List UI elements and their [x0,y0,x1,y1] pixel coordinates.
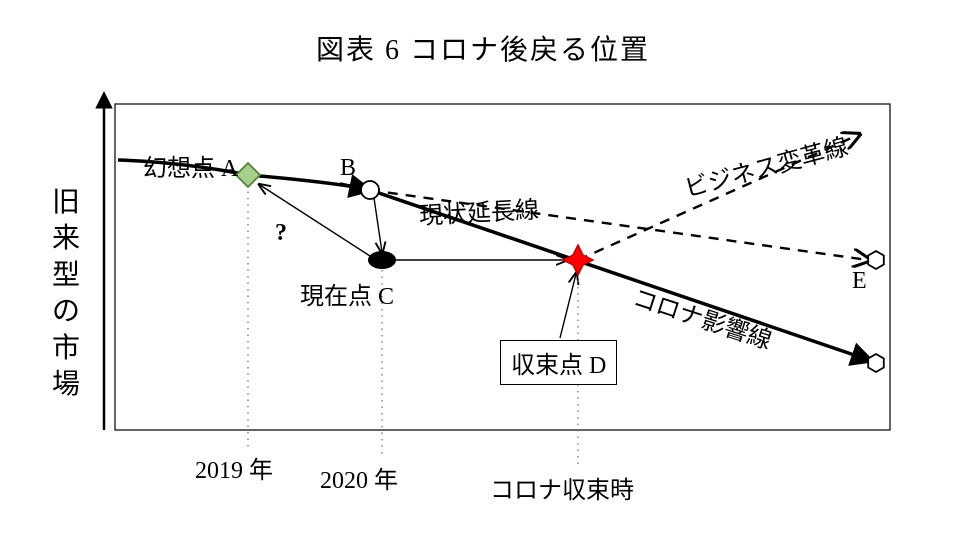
chart-canvas [0,0,966,534]
label-point-a: 幻想点 A [143,148,238,183]
xtick-2019: 2019 年 [195,450,273,485]
xtick-2020: 2020 年 [320,460,398,495]
label-point-e: E [852,268,867,295]
label-point-d-box: 収束点 D [500,340,617,385]
label-point-c: 現在点 C [300,276,394,311]
label-question: ? [275,220,287,247]
xtick-conv: コロナ収束時 [490,470,634,505]
label-extension-line: 現状延長線 [418,190,540,231]
label-point-b: B [340,155,356,182]
